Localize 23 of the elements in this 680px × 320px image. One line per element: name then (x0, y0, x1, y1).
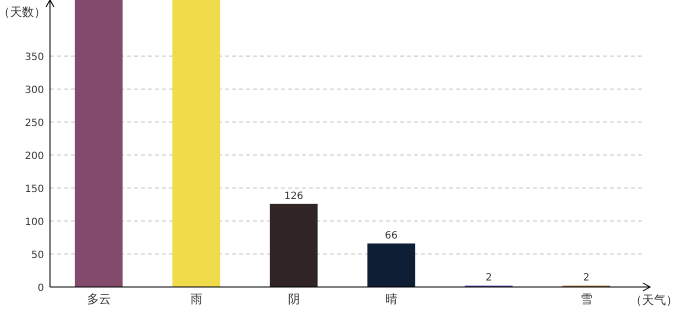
y-tick-label: 150 (24, 184, 44, 196)
data-label: 126 (284, 190, 304, 202)
x-axis-title: （天气） (630, 293, 678, 307)
bar (172, 0, 220, 287)
y-tick-label: 300 (24, 85, 44, 96)
y-tick-label: 350 (24, 52, 44, 64)
bar (270, 204, 318, 287)
data-label: 2 (486, 272, 492, 284)
x-tick-label: 多云 (86, 292, 111, 306)
y-tick-label: 100 (24, 217, 44, 228)
data-label: 66 (384, 230, 398, 242)
y-tick-label: 0 (38, 283, 44, 294)
bar (74, 0, 123, 287)
x-tick-label: 雪 (580, 292, 592, 306)
x-tick-label: 雨 (190, 292, 202, 306)
bar (367, 243, 416, 287)
y-tick-label: 250 (24, 118, 44, 130)
y-tick-label: 50 (31, 250, 44, 262)
y-axis-title: （天数） (0, 5, 46, 19)
x-tick-label: 晴 (385, 292, 398, 306)
data-label: 2 (583, 272, 590, 284)
y-tick-label: 200 (24, 151, 44, 162)
x-tick-label: 阴 (288, 292, 300, 306)
